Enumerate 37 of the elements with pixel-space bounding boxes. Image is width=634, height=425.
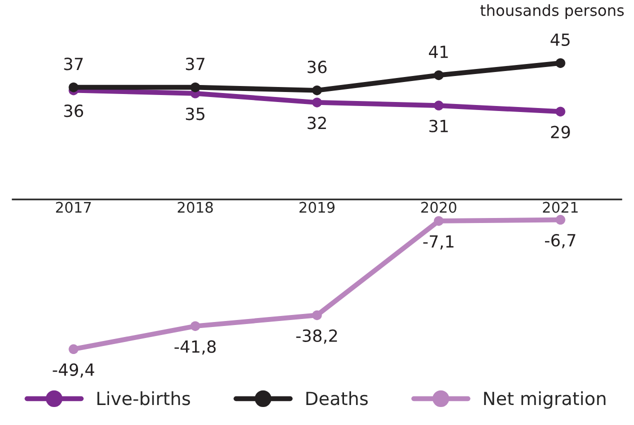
point (556, 214, 566, 225)
data-label: -6,7 (545, 234, 576, 248)
legend-label: Live-births (97, 391, 190, 406)
data-label: -41,8 (174, 340, 216, 355)
data-label: -38,2 (296, 329, 337, 344)
point (190, 82, 200, 92)
point (556, 106, 566, 116)
data-label: 36 (64, 104, 84, 118)
point (68, 344, 78, 354)
data-label: -7,1 (423, 235, 454, 250)
point (434, 100, 444, 110)
data-label: 31 (429, 120, 448, 132)
data-label: 37 (186, 58, 204, 70)
x-tick-label: 2018 (178, 202, 213, 213)
data-label: 36 (308, 60, 327, 74)
text: thousands persons (480, 4, 624, 20)
data-label: 35 (186, 108, 204, 120)
point (312, 86, 322, 96)
data-label: 41 (428, 46, 448, 58)
point (312, 310, 322, 320)
point (68, 82, 78, 92)
legend-label: Net migration (484, 391, 606, 409)
data-label: 37 (64, 58, 83, 70)
point (312, 98, 322, 108)
x-tick-label: 2019 (300, 202, 335, 213)
x-tick-label: 2021 (542, 202, 578, 213)
legend-label: Deaths (306, 391, 368, 406)
point (434, 70, 444, 80)
data-label: 29 (551, 126, 570, 138)
point (190, 321, 200, 331)
x-tick-label: 2017 (56, 202, 91, 213)
data-label: 32 (308, 116, 326, 130)
data-label: 45 (550, 34, 570, 46)
point (434, 216, 444, 226)
data-label: -49,4 (52, 363, 94, 378)
point (556, 58, 566, 68)
x-tick-label: 2020 (421, 202, 456, 213)
